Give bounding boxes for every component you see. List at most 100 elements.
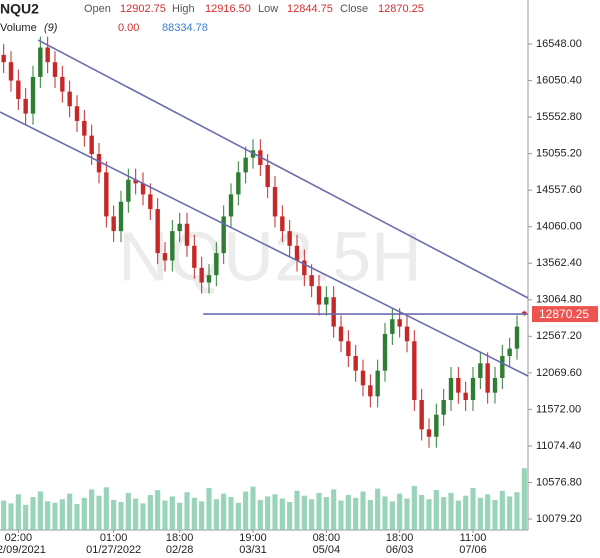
y-tick-label: 11074.40 (536, 440, 581, 452)
volume-bar (287, 502, 293, 530)
x-tick-label: 07/06 (459, 544, 487, 556)
volume-bar (37, 491, 43, 530)
x-tick-label: 02:00 (5, 532, 33, 544)
candle-body (126, 179, 131, 202)
volume-bar (250, 486, 256, 530)
candle-body (353, 355, 358, 371)
x-tick-label: 01:00 (100, 532, 128, 544)
volume-bar (492, 499, 498, 530)
candle-body (434, 414, 439, 437)
volume-bar (133, 498, 139, 530)
candle-body (155, 209, 160, 254)
volume-bar (103, 487, 109, 530)
volume-bar (1, 500, 7, 530)
candle-body (8, 62, 14, 81)
x-tick-label: 18:00 (386, 532, 414, 544)
trendline (37, 39, 529, 299)
candle-body (148, 194, 153, 210)
candle-body (111, 216, 116, 232)
ohlc-label: Open (84, 3, 111, 15)
volume-bar (353, 497, 359, 530)
y-tick-label: 11572.00 (536, 403, 581, 415)
volume-bar (199, 501, 205, 530)
candle-body (221, 216, 226, 254)
candle-body (463, 392, 468, 401)
candle-body (214, 253, 219, 276)
volume-bar (477, 497, 483, 530)
y-tick-label: 12567.20 (536, 330, 582, 342)
volume-bar (294, 490, 300, 530)
volume-bar (345, 495, 351, 530)
candle-body (500, 355, 505, 378)
volume-bar (470, 488, 476, 530)
volume-bar (206, 488, 212, 530)
volume-bar (96, 495, 102, 530)
volume-bar (448, 492, 454, 530)
candle-body (390, 319, 395, 334)
volume-bar (15, 494, 21, 530)
candle-body (316, 286, 322, 305)
volume-bar (257, 499, 263, 530)
y-tick-label: 14557.60 (536, 184, 582, 196)
candle-body (419, 400, 424, 430)
volume-bar (265, 496, 271, 530)
candle-body (441, 400, 446, 415)
ohlc-label: Low (258, 3, 278, 15)
volume-bar (191, 497, 197, 530)
candle-body (170, 231, 175, 261)
volume-bar (140, 503, 146, 530)
last-price-box (532, 306, 598, 323)
volume-bar (125, 492, 131, 530)
y-tick-label: 12069.60 (536, 367, 582, 379)
candle-body (52, 62, 58, 77)
volume-bar (404, 498, 410, 530)
candle-body (485, 363, 490, 393)
candle-body (514, 326, 520, 349)
y-tick-label: 10079.20 (536, 513, 582, 525)
candle-body (324, 297, 329, 305)
volume-bar (375, 488, 381, 530)
x-tick-label: 02/28 (166, 544, 194, 556)
ohlc-label: Close (340, 3, 368, 15)
candle-body (368, 385, 373, 397)
volume-bar (74, 504, 80, 530)
volume-bar (323, 497, 329, 530)
candle-body (272, 187, 278, 217)
volume-bar (382, 496, 388, 530)
ohlc-value: 12870.25 (378, 3, 424, 15)
candle-body (236, 172, 241, 195)
y-tick-label: 16050.40 (536, 74, 582, 86)
candle-body (287, 231, 292, 246)
volume-bar (455, 500, 461, 530)
volume-bar (235, 502, 241, 530)
candle-body (1, 54, 6, 63)
y-tick-label: 15055.20 (536, 148, 582, 160)
volume-bar (389, 501, 395, 530)
candle-body (133, 179, 138, 184)
candle-body (30, 76, 36, 114)
candle-body (184, 223, 190, 246)
candle-body (96, 153, 102, 173)
candle-body (331, 297, 336, 327)
candle-body (375, 370, 380, 397)
candle-body (294, 245, 300, 261)
candle-body (228, 194, 234, 217)
ohlc-label: High (172, 3, 195, 15)
candle-body (456, 377, 461, 393)
volume-bar (463, 495, 469, 530)
volume-bar (521, 468, 527, 530)
candle-body (280, 216, 285, 232)
volume-bar (514, 492, 520, 530)
candle-body (426, 429, 432, 437)
y-tick-label: 16548.00 (536, 38, 582, 50)
candle-body (199, 267, 204, 283)
volume-bar (52, 502, 58, 530)
volume-bar (309, 499, 315, 530)
volume-bar (411, 485, 417, 530)
volume-bar (155, 490, 161, 530)
candle-body (412, 341, 417, 401)
volume-bar (228, 497, 234, 530)
volume-bar (45, 501, 51, 530)
candle-body (448, 377, 454, 401)
